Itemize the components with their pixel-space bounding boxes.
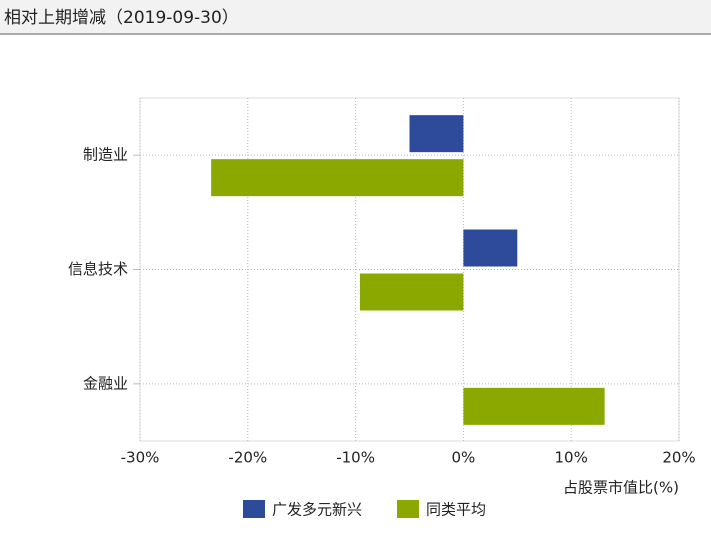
y-tick-label: 金融业 <box>83 374 128 392</box>
x-tick-label: -10% <box>336 449 375 467</box>
y-tick-label: 信息技术 <box>68 260 128 278</box>
x-tick-label: 10% <box>555 449 588 467</box>
legend-swatch <box>397 500 419 518</box>
x-tick-label: 20% <box>662 449 695 467</box>
header-bar <box>0 0 711 34</box>
x-axis-label: 占股票市值比(%) <box>563 479 679 497</box>
x-tick-label: -30% <box>121 449 160 467</box>
bar <box>463 229 518 267</box>
legend-label: 广发多元新兴 <box>272 501 362 519</box>
bar <box>359 273 464 311</box>
bar <box>409 115 464 153</box>
legend-label: 同类平均 <box>426 501 486 519</box>
chart-title: 相对上期增减（2019-09-30） <box>4 8 239 28</box>
legend-swatch <box>243 500 265 518</box>
y-tick-label: 制造业 <box>83 146 128 164</box>
bar <box>211 159 464 197</box>
bar <box>463 387 605 425</box>
x-tick-label: 0% <box>452 449 476 467</box>
x-tick-label: -20% <box>228 449 267 467</box>
